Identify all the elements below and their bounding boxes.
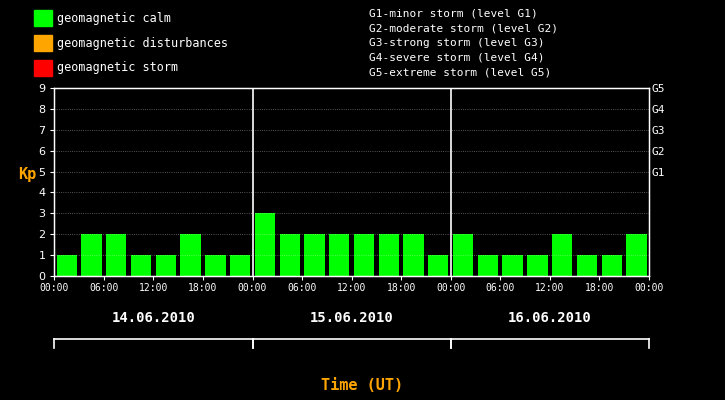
Bar: [181, 234, 201, 276]
Text: 15.06.2010: 15.06.2010: [310, 311, 394, 325]
Text: geomagnetic storm: geomagnetic storm: [57, 61, 178, 74]
Bar: [329, 234, 349, 276]
Bar: [205, 255, 225, 276]
Bar: [81, 234, 102, 276]
Text: 16.06.2010: 16.06.2010: [508, 311, 592, 325]
Bar: [34, 60, 52, 76]
Text: G5-extreme storm (level G5): G5-extreme storm (level G5): [370, 68, 552, 78]
Bar: [602, 255, 622, 276]
Bar: [453, 234, 473, 276]
Bar: [502, 255, 523, 276]
Bar: [280, 234, 300, 276]
Text: G3-strong storm (level G3): G3-strong storm (level G3): [370, 38, 545, 48]
Bar: [304, 234, 325, 276]
Bar: [552, 234, 572, 276]
Bar: [254, 213, 275, 276]
Bar: [57, 255, 77, 276]
Bar: [403, 234, 423, 276]
Bar: [354, 234, 374, 276]
Text: Time (UT): Time (UT): [321, 378, 404, 394]
Bar: [527, 255, 547, 276]
Bar: [156, 255, 176, 276]
Bar: [378, 234, 399, 276]
Bar: [230, 255, 250, 276]
Bar: [106, 234, 126, 276]
Bar: [428, 255, 449, 276]
Text: geomagnetic calm: geomagnetic calm: [57, 12, 171, 25]
Bar: [34, 10, 52, 26]
Text: G1-minor storm (level G1): G1-minor storm (level G1): [370, 8, 538, 18]
Bar: [131, 255, 152, 276]
Text: G2-moderate storm (level G2): G2-moderate storm (level G2): [370, 23, 558, 33]
Text: 14.06.2010: 14.06.2010: [112, 311, 195, 325]
Text: geomagnetic disturbances: geomagnetic disturbances: [57, 36, 228, 50]
Text: G4-severe storm (level G4): G4-severe storm (level G4): [370, 53, 545, 63]
Bar: [478, 255, 498, 276]
Bar: [34, 35, 52, 51]
Bar: [577, 255, 597, 276]
Bar: [626, 234, 647, 276]
Y-axis label: Kp: Kp: [18, 167, 36, 182]
